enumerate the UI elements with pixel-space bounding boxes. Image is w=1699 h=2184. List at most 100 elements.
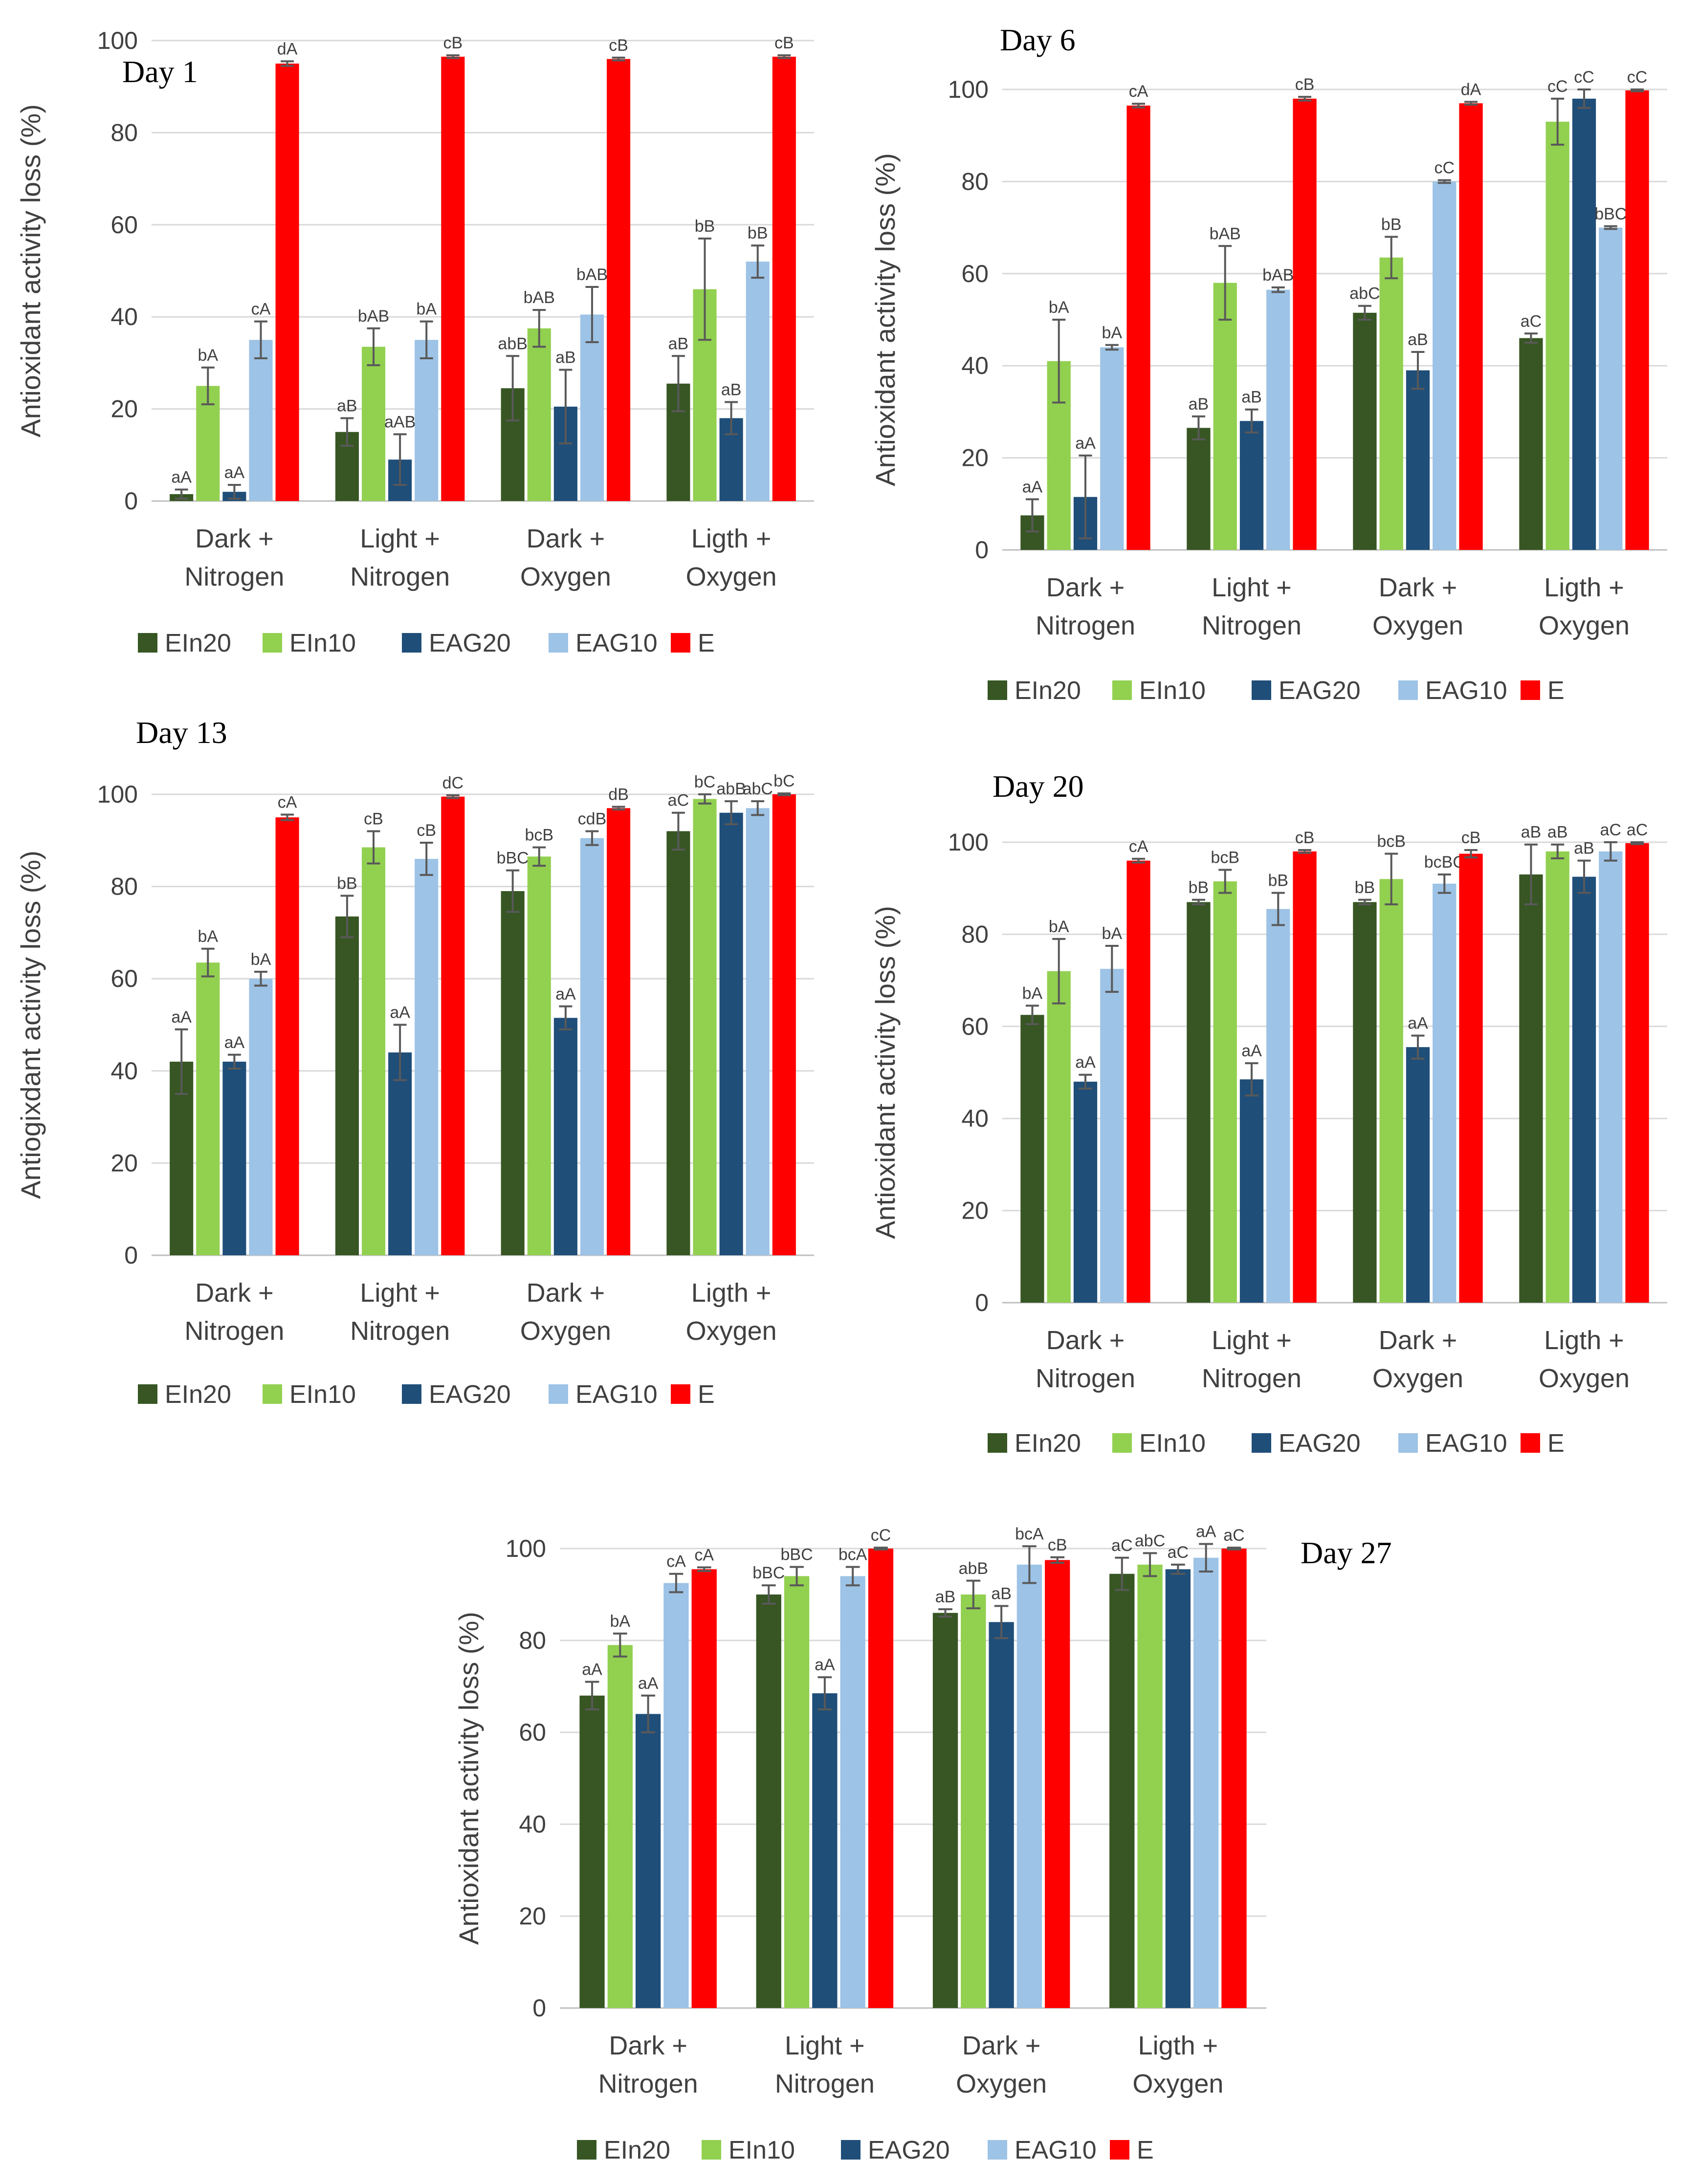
data-label: aA — [171, 1008, 192, 1026]
bar-ein10 — [361, 847, 386, 1255]
legend-entry: EIn10 — [1139, 677, 1206, 705]
data-label: abC — [1135, 1531, 1165, 1550]
data-label: bcB — [1211, 849, 1239, 867]
y-tick-label: 100 — [948, 829, 989, 856]
x-tick-label: Dark + Nitrogen — [184, 1278, 284, 1346]
data-label: bcBC — [1424, 853, 1465, 872]
data-label: bcA — [838, 1546, 867, 1564]
bar-eag10 — [746, 262, 770, 501]
legend-swatch — [1110, 2140, 1129, 2160]
legend-entry: EIn20 — [1015, 677, 1081, 705]
data-label: bBC — [781, 1546, 813, 1564]
y-axis-title: Antioxidant activity loss (%) — [453, 1612, 484, 1945]
legend-swatch — [841, 2140, 861, 2160]
data-label: aB — [668, 334, 689, 353]
legend-swatch — [402, 633, 421, 653]
data-label: cdB — [578, 809, 607, 828]
bar-ein10 — [607, 1645, 633, 2008]
legend-entry: EAG20 — [429, 1380, 511, 1409]
data-label: aA — [224, 1033, 245, 1052]
x-tick-label: Dark + Oxygen — [1372, 1326, 1463, 1393]
legend-entry: EIn20 — [1015, 1429, 1081, 1458]
data-label: bA — [251, 950, 271, 969]
data-label: aA — [1241, 1042, 1262, 1060]
chart-panel-5: 0 20 40 60 80 100 Antioxidant activity loss (%… — [453, 1523, 1392, 2164]
data-label: aA — [582, 1660, 602, 1679]
data-label: cB — [443, 34, 463, 52]
bar-ein20 — [666, 831, 690, 1255]
data-label: abB — [959, 1559, 989, 1578]
data-label: aA — [555, 985, 576, 1004]
data-label: cB — [774, 34, 794, 52]
y-tick-label: 100 — [948, 76, 989, 103]
bar-eag10 — [580, 314, 604, 501]
chart-title: Day 13 — [136, 715, 227, 750]
data-label: aC — [668, 791, 689, 810]
data-label: aB — [555, 349, 576, 367]
chart-title: Day 1 — [122, 54, 198, 89]
chart-title: Day 27 — [1301, 1535, 1392, 1570]
legend-entry: EAG20 — [1279, 1429, 1361, 1458]
data-label: aB — [1547, 823, 1568, 842]
legend-swatch — [263, 633, 282, 653]
bar-eag20 — [1239, 1079, 1264, 1303]
bar-e — [772, 794, 796, 1255]
bar-eag10 — [1599, 227, 1623, 550]
y-tick-label: 60 — [110, 965, 138, 992]
y-tick-label: 20 — [961, 1197, 989, 1224]
bar-ein20 — [1109, 1573, 1135, 2008]
legend-entry: EAG10 — [575, 629, 658, 657]
legend-entry: E — [1137, 2136, 1154, 2164]
legend-entry: E — [1547, 1429, 1565, 1458]
data-label: aC — [1111, 1536, 1132, 1555]
x-tick-label: Dark + Oxygen — [956, 2031, 1047, 2098]
legend-swatch — [988, 1433, 1007, 1453]
data-label: aA — [1408, 1014, 1428, 1033]
data-label: cC — [1574, 68, 1594, 87]
data-label: aA — [1022, 478, 1043, 496]
bar-ein10 — [1047, 971, 1071, 1303]
bar-ein10 — [784, 1576, 810, 2008]
y-tick-label: 60 — [961, 260, 989, 287]
x-tick-label: Light + Nitrogen — [350, 1278, 450, 1346]
data-label: aC — [1223, 1526, 1244, 1545]
data-label: aA — [1196, 1523, 1216, 1541]
y-axis-title: Antiogixdant activity loss (%) — [15, 851, 46, 1199]
legend-swatch — [671, 633, 690, 653]
data-label: bcB — [1377, 832, 1406, 851]
y-tick-label: 80 — [961, 168, 989, 195]
data-label: aB — [935, 1588, 956, 1606]
y-tick-label: 20 — [961, 444, 989, 472]
data-label: cB — [417, 821, 436, 840]
bar-e — [1293, 851, 1317, 1303]
data-label: bB — [1189, 878, 1209, 897]
data-label: bA — [1022, 984, 1043, 1003]
bar-eag10 — [1100, 969, 1124, 1303]
data-label: cA — [694, 1546, 714, 1565]
data-label: cB — [1048, 1536, 1067, 1554]
data-label: abC — [1349, 284, 1380, 303]
y-tick-label: 80 — [519, 1627, 546, 1654]
data-label: aC — [1168, 1543, 1189, 1562]
legend-swatch — [702, 2140, 721, 2160]
bar-ein20 — [501, 891, 525, 1255]
bar-ein10 — [196, 962, 220, 1255]
y-tick-label: 40 — [110, 1057, 138, 1085]
legend-swatch — [671, 1384, 690, 1404]
data-label: cB — [1295, 829, 1315, 847]
data-label: bBC — [1594, 205, 1627, 223]
data-label: bcB — [525, 826, 553, 844]
legend-entry: EIn20 — [604, 2136, 670, 2164]
y-tick-label: 0 — [124, 487, 138, 515]
bar-eag10 — [415, 340, 439, 501]
data-label: bBC — [752, 1564, 785, 1582]
legend-swatch — [1398, 1433, 1418, 1453]
bar-ein10 — [1545, 121, 1569, 550]
bar-eag20 — [1073, 1081, 1098, 1303]
x-tick-label: Ligth + Oxygen — [1132, 2031, 1223, 2098]
legend-swatch — [1521, 680, 1540, 700]
data-label: bB — [337, 874, 357, 893]
data-label: bA — [416, 300, 437, 319]
bar-eag10 — [580, 838, 604, 1255]
